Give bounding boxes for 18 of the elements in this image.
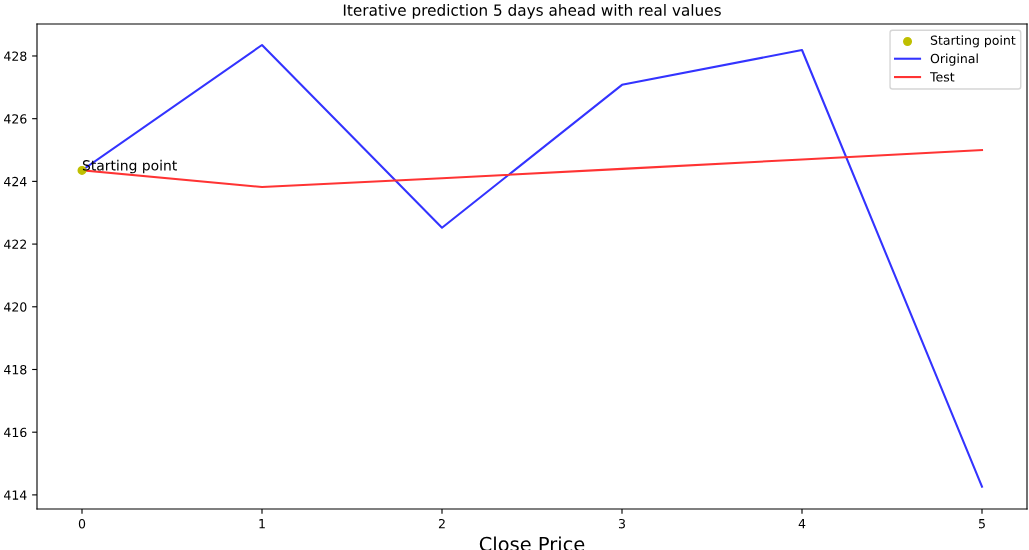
legend-label: Starting point [930, 35, 1016, 48]
legend-label: Original [930, 53, 978, 66]
y-tick-label: 424 [4, 176, 27, 187]
x-tick-label: 5 [978, 519, 985, 529]
y-tick-label: 428 [4, 51, 27, 61]
y-tick-label: 426 [4, 114, 27, 124]
x-tick-label: 2 [438, 518, 445, 529]
y-tick-label: 416 [4, 427, 27, 438]
y-tick-label: 414 [4, 490, 27, 500]
y-tick-label: 422 [4, 239, 27, 249]
chart-title: Iterative prediction 5 days ahead with real values [343, 4, 721, 19]
y-tick-label: 418 [4, 364, 27, 375]
y-tick-label: 420 [4, 302, 27, 312]
legend-label: Test [930, 72, 955, 82]
x-tick-label: 3 [618, 518, 625, 529]
x-tick-label: 0 [78, 518, 86, 529]
x-tick-label: 1 [259, 519, 265, 529]
x-tick-label: 4 [798, 519, 806, 529]
